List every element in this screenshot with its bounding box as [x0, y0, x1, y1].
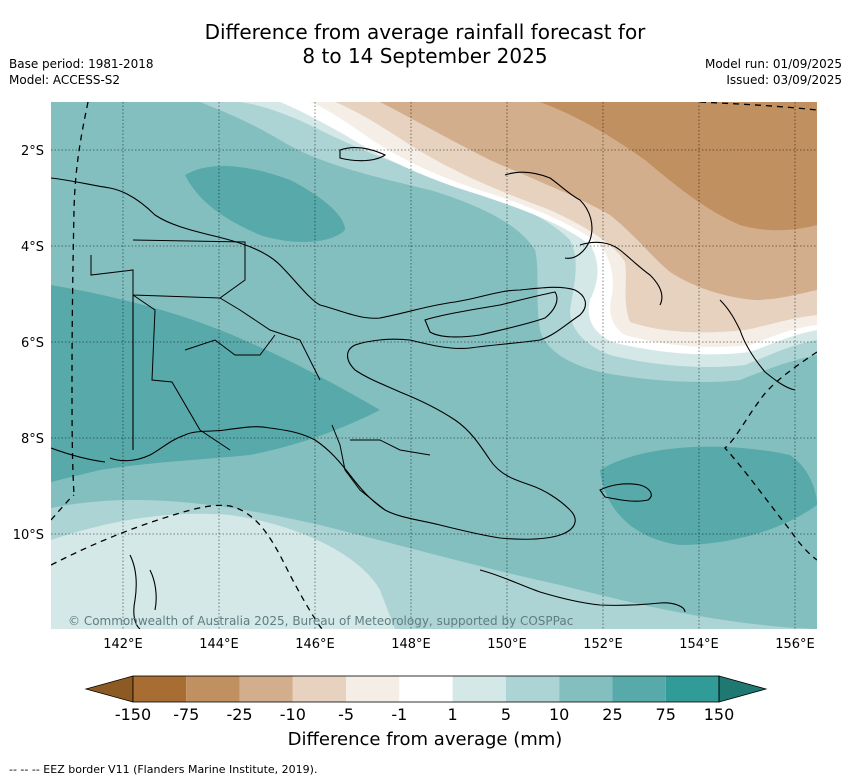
colorbar-swatch — [505, 676, 560, 702]
latitude-label: 10°S — [13, 528, 44, 543]
colorbar-swatch — [559, 676, 613, 702]
copyright-notice: © Commonwealth of Australia 2025, Bureau… — [68, 614, 574, 628]
colorbar-tick-label: -5 — [338, 705, 354, 724]
colorbar-tick-label: 150 — [704, 705, 735, 724]
colorbar-swatch — [239, 676, 293, 702]
colorbar-tick-label: 5 — [501, 705, 511, 724]
rainfall-shading — [51, 102, 817, 629]
colorbar-extend-low — [84, 675, 134, 703]
colorbar-swatch — [399, 676, 453, 702]
colorbar-swatch — [133, 676, 187, 702]
model-name: Model: ACCESS-S2 — [9, 73, 121, 87]
colorbar-swatch — [452, 676, 506, 702]
longitude-label: 146°E — [295, 637, 335, 652]
colorbar-tick-label: -1 — [391, 705, 407, 724]
coastlines — [51, 146, 796, 629]
longitude-label: 142°E — [103, 637, 143, 652]
longitude-label: 156°E — [775, 637, 815, 652]
province-borders — [90, 239, 431, 511]
colorbar: -150 -75 -25 -10 -5 -1 1 5 10 25 75 150 — [84, 675, 768, 724]
eez-border-lines — [51, 102, 817, 629]
map-title-line-2: 8 to 14 September 2025 — [302, 44, 548, 68]
longitude-label: 150°E — [487, 637, 527, 652]
longitude-labels: 142°E 144°E 146°E 148°E 150°E 152°E 154°E 156°E — [103, 637, 815, 652]
graticule — [51, 102, 817, 629]
colorbar-extend-high — [718, 675, 768, 703]
longitude-label: 144°E — [199, 637, 239, 652]
map-title-line-1: Difference from average rainfall forecas… — [204, 20, 646, 44]
latitude-labels: 2°S 4°S 6°S 8°S 10°S — [13, 144, 44, 543]
longitude-label: 152°E — [583, 637, 623, 652]
colorbar-tick-label: 10 — [549, 705, 569, 724]
latitude-label: 8°S — [21, 432, 44, 447]
latitude-label: 2°S — [21, 144, 44, 159]
colorbar-swatch — [292, 676, 347, 702]
issued-date: Issued: 03/09/2025 — [726, 73, 842, 87]
colorbar-swatch — [665, 676, 719, 702]
longitude-label: 148°E — [391, 637, 431, 652]
eez-footer-note: -- -- -- EEZ border V11 (Flanders Marine… — [9, 763, 318, 776]
colorbar-tick-label: -10 — [280, 705, 306, 724]
colorbar-tick-label: -75 — [173, 705, 199, 724]
colorbar-swatch — [346, 676, 400, 702]
colorbar-tick-label: 1 — [448, 705, 458, 724]
latitude-label: 6°S — [21, 336, 44, 351]
colorbar-tick-label: -25 — [226, 705, 252, 724]
model-run-date: Model run: 01/09/2025 — [704, 57, 842, 71]
longitude-label: 154°E — [679, 637, 719, 652]
colorbar-frame — [132, 675, 720, 703]
colorbar-tick-label: -150 — [115, 705, 151, 724]
latitude-label: 4°S — [21, 240, 44, 255]
colorbar-tick-label: 75 — [656, 705, 676, 724]
colorbar-swatch — [612, 676, 666, 702]
base-period: Base period: 1981-2018 — [9, 57, 154, 71]
colorbar-swatch — [186, 676, 240, 702]
colorbar-title: Difference from average (mm) — [287, 729, 563, 750]
colorbar-tick-label: 25 — [602, 705, 622, 724]
